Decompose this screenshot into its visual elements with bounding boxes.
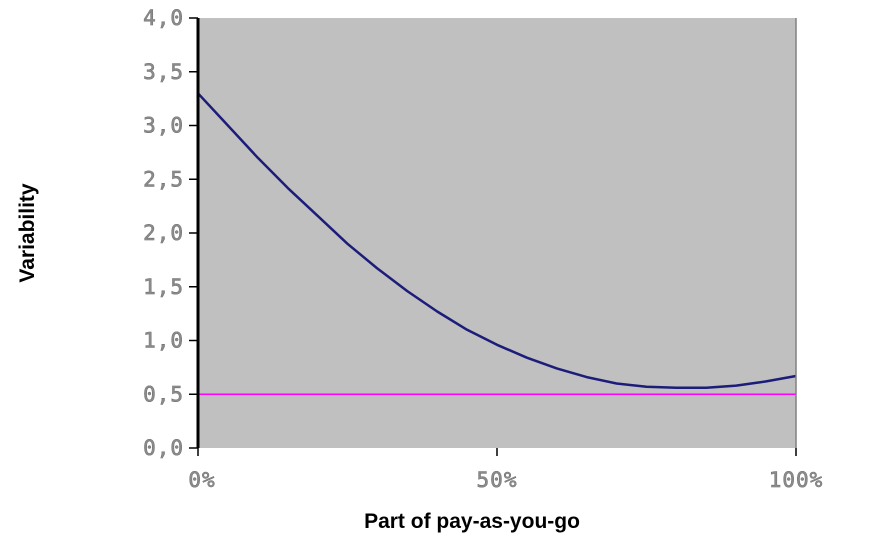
y-tick-label: 4,0	[143, 6, 184, 30]
y-tick-label: 2,5	[143, 167, 184, 191]
series-layer	[197, 92, 797, 396]
x-ticks: 0% 50% 100%	[188, 448, 823, 492]
y-tick-label: 2,0	[143, 221, 184, 245]
y-tick-label: 1,0	[143, 329, 184, 353]
y-tick-label: 3,5	[143, 60, 184, 84]
x-tick-label: 50%	[477, 468, 518, 492]
y-tick-label: 0,0	[143, 436, 184, 460]
y-ticks: 0,0 0,5 1,0 1,5 2,0 2,5 3,0 3,5 4,0	[143, 6, 198, 460]
x-tick-label: 0%	[188, 468, 215, 492]
y-axis-title: Variability	[16, 183, 39, 283]
plot-area-background	[198, 18, 796, 448]
y-tick-label: 1,5	[143, 275, 184, 299]
y-tick-label: 0,5	[143, 382, 184, 406]
variability-line	[197, 92, 797, 390]
x-axis-title: Part of pay-as-you-go	[364, 510, 580, 533]
y-tick-label: 3,0	[143, 114, 184, 138]
x-tick-label: 100%	[769, 468, 824, 492]
